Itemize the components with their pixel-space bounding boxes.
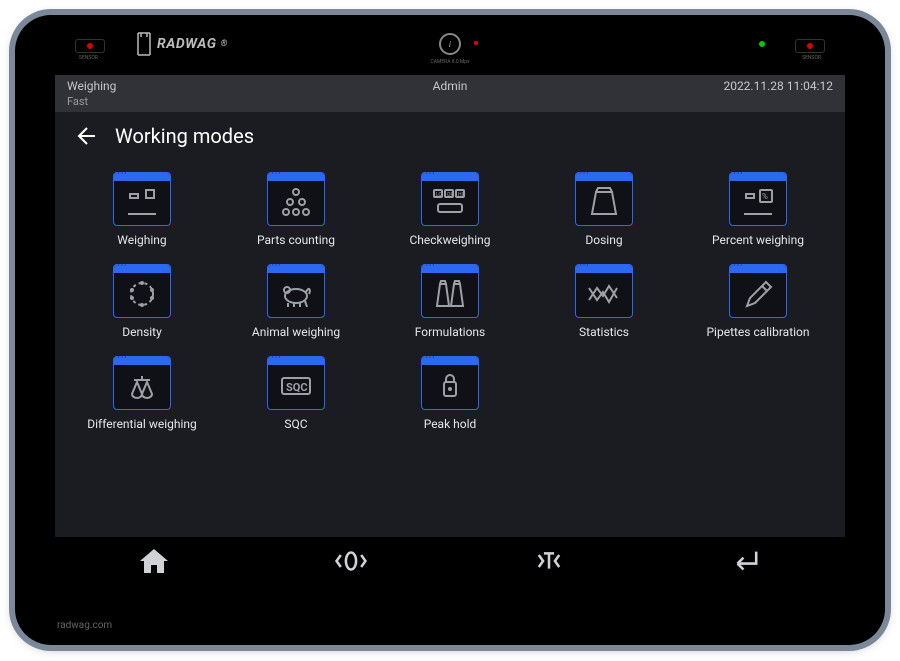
animal-weighing-icon	[267, 264, 325, 318]
zero-button[interactable]	[321, 541, 381, 581]
sqc-icon: SQC	[267, 356, 325, 410]
home-button[interactable]	[124, 541, 184, 581]
mode-label: Statistics	[579, 326, 629, 340]
sensor-label-left: SENSOR	[79, 55, 98, 61]
peak-hold-icon	[421, 356, 479, 410]
mode-weighing[interactable]: Weighing	[67, 168, 217, 252]
page-title: Working modes	[115, 124, 254, 148]
mode-pipettes-calibration[interactable]: Pipettes calibration	[683, 260, 833, 344]
title-bar: Working modes	[55, 112, 845, 160]
camera-label: CAMERA 8.0 Mpx	[430, 59, 469, 65]
status-datetime: 2022.11.28 11:04:12	[723, 79, 833, 93]
status-speed: Fast	[55, 95, 845, 112]
modes-grid: Weighing Parts counting LO OK HI Checkweighin…	[55, 160, 845, 537]
checkweighing-icon: LO OK HI	[421, 172, 479, 226]
bezel-top: SENSOR RADWAG® i CAMERA 8.0 Mpx SENSOR	[15, 15, 885, 75]
device-frame: SENSOR RADWAG® i CAMERA 8.0 Mpx SENSOR W…	[15, 15, 885, 645]
mode-statistics[interactable]: Statistics	[529, 260, 679, 344]
svg-text:LO: LO	[436, 192, 443, 198]
tare-button[interactable]	[519, 541, 579, 581]
status-user: Admin	[433, 79, 468, 93]
mode-label: SQC	[284, 418, 307, 432]
svg-text:OK: OK	[447, 192, 454, 198]
pipettes-calibration-icon	[729, 264, 787, 318]
dosing-icon	[575, 172, 633, 226]
camera-led	[474, 41, 478, 45]
brand-logo: RADWAG®	[135, 31, 228, 57]
mode-label: Formulations	[415, 326, 486, 340]
weighing-icon	[113, 172, 171, 226]
mode-label: Differential weighing	[87, 418, 197, 432]
brand-text: RADWAG	[157, 36, 217, 52]
mode-differential-weighing[interactable]: Differential weighing	[67, 352, 217, 436]
mode-percent-weighing[interactable]: % Percent weighing	[683, 168, 833, 252]
screen: Weighing Admin 2022.11.28 11:04:12 Fast …	[55, 75, 845, 585]
mode-label: Animal weighing	[252, 326, 340, 340]
mode-label: Density	[122, 326, 162, 340]
enter-button[interactable]	[716, 541, 776, 581]
sensor-label-right: SENSOR	[802, 55, 821, 61]
mode-dosing[interactable]: Dosing	[529, 168, 679, 252]
camera: i	[439, 33, 461, 55]
svg-text:HI: HI	[458, 192, 463, 198]
mode-checkweighing[interactable]: LO OK HI Checkweighing	[375, 168, 525, 252]
mode-label: Weighing	[117, 234, 166, 248]
parts-counting-icon	[267, 172, 325, 226]
mode-density[interactable]: Density	[67, 260, 217, 344]
mode-label: Pipettes calibration	[706, 326, 809, 340]
status-mode: Weighing	[67, 79, 116, 93]
mode-peak-hold[interactable]: Peak hold	[375, 352, 525, 436]
mode-label: Dosing	[585, 234, 622, 248]
proximity-sensor-right	[795, 39, 825, 53]
proximity-sensor-left	[75, 39, 105, 53]
svg-text:SQC: SQC	[286, 381, 308, 394]
formulations-icon	[421, 264, 479, 318]
status-led	[759, 41, 765, 47]
mode-parts-counting[interactable]: Parts counting	[221, 168, 371, 252]
back-button[interactable]	[71, 122, 99, 150]
statistics-icon	[575, 264, 633, 318]
svg-text:%: %	[762, 192, 768, 201]
mode-formulations[interactable]: Formulations	[375, 260, 525, 344]
differential-weighing-icon	[113, 356, 171, 410]
status-bar: Weighing Admin 2022.11.28 11:04:12	[55, 75, 845, 95]
bottom-nav	[55, 537, 845, 585]
mode-label: Percent weighing	[712, 234, 804, 248]
mode-label: Parts counting	[257, 234, 335, 248]
percent-weighing-icon: %	[729, 172, 787, 226]
density-icon	[113, 264, 171, 318]
mode-animal-weighing[interactable]: Animal weighing	[221, 260, 371, 344]
mode-label: Peak hold	[424, 418, 477, 432]
brand-url: radwag.com	[57, 620, 112, 631]
mode-sqc[interactable]: SQC SQC	[221, 352, 371, 436]
mode-label: Checkweighing	[409, 234, 490, 248]
